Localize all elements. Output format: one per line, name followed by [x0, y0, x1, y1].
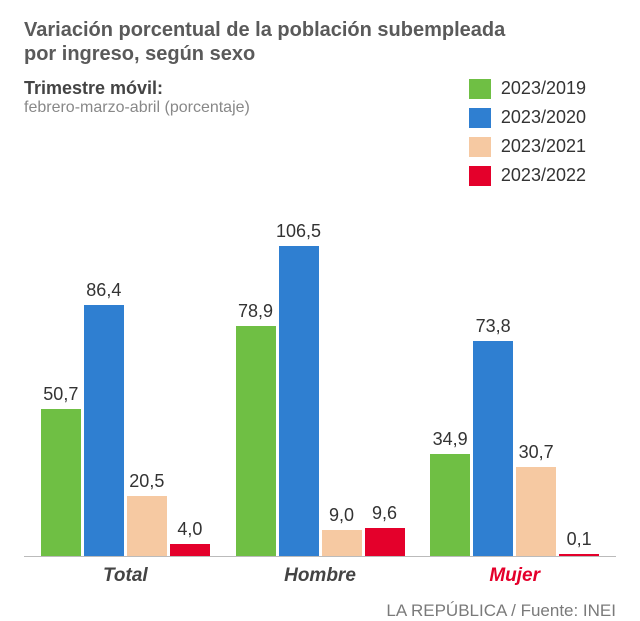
- chart-area: 50,7 86,4 20,5 4,0 78,9 106,5 9,0 9,6 34,9 73,8 30…: [24, 196, 616, 556]
- bar-group-hombre: 78,9 106,5 9,0 9,6: [223, 221, 418, 556]
- title-line-2: por ingreso, según sexo: [24, 43, 255, 65]
- bar-hombre-s1: 78,9: [236, 301, 276, 556]
- subtitle-block: Trimestre móvil: febrero-marzo-abril (po…: [24, 78, 250, 117]
- bar-total-s3: 20,5: [127, 471, 167, 556]
- legend-label-s4: 2023/2022: [501, 165, 586, 186]
- bar-mujer-s1: 34,9: [430, 429, 470, 556]
- subtitle-strong: Trimestre móvil:: [24, 78, 250, 99]
- bar-label: 20,5: [129, 471, 164, 492]
- bar-hombre-s3: 9,0: [322, 505, 362, 556]
- legend-label-s3: 2023/2021: [501, 136, 586, 157]
- bar-rect: [430, 454, 470, 556]
- bar-label: 9,6: [372, 503, 397, 524]
- bar-rect: [84, 305, 124, 556]
- subtitle-and-legend-row: Trimestre móvil: febrero-marzo-abril (po…: [24, 78, 616, 186]
- title-line-1: Variación porcentual de la población sub…: [24, 19, 505, 41]
- bar-label: 30,7: [519, 442, 554, 463]
- legend-swatch-s2: [469, 108, 491, 128]
- bar-group-total: 50,7 86,4 20,5 4,0: [28, 280, 223, 556]
- bar-label: 34,9: [433, 429, 468, 450]
- bar-group-mujer: 34,9 73,8 30,7 0,1: [417, 316, 612, 556]
- bar-mujer-s4: 0,1: [559, 529, 599, 556]
- bar-label: 4,0: [177, 519, 202, 540]
- legend: 2023/2019 2023/2020 2023/2021 2023/2022: [469, 78, 586, 186]
- bar-label: 0,1: [567, 529, 592, 550]
- bar-rect: [41, 409, 81, 556]
- bar-rect: [559, 554, 599, 556]
- bar-rect: [236, 326, 276, 556]
- bar-label: 73,8: [476, 316, 511, 337]
- bar-label: 9,0: [329, 505, 354, 526]
- bar-label: 78,9: [238, 301, 273, 322]
- legend-label-s2: 2023/2020: [501, 107, 586, 128]
- category-axis: TotalHombreMujer: [24, 557, 616, 587]
- bar-hombre-s4: 9,6: [365, 503, 405, 556]
- bar-hombre-s2: 106,5: [279, 221, 319, 556]
- bar-rect: [127, 496, 167, 556]
- bar-rect: [170, 544, 210, 556]
- bar-rect: [279, 246, 319, 556]
- bar-total-s4: 4,0: [170, 519, 210, 556]
- category-label-hombre: Hombre: [223, 565, 418, 587]
- legend-label-s1: 2023/2019: [501, 78, 586, 99]
- bar-total-s2: 86,4: [84, 280, 124, 556]
- legend-swatch-s4: [469, 166, 491, 186]
- bar-mujer-s2: 73,8: [473, 316, 513, 556]
- bar-label: 50,7: [43, 384, 78, 405]
- source-text: LA REPÚBLICA / Fuente: INEI: [24, 601, 616, 621]
- subtitle-light: febrero-marzo-abril (porcentaje): [24, 99, 250, 117]
- bar-rect: [322, 530, 362, 556]
- bar-rect: [516, 467, 556, 556]
- bar-mujer-s3: 30,7: [516, 442, 556, 556]
- bar-rect: [365, 528, 405, 556]
- chart-title: Variación porcentual de la población sub…: [24, 18, 616, 66]
- legend-swatch-s1: [469, 79, 491, 99]
- legend-swatch-s3: [469, 137, 491, 157]
- bar-label: 86,4: [86, 280, 121, 301]
- bar-rect: [473, 341, 513, 556]
- bar-label: 106,5: [276, 221, 321, 242]
- category-label-total: Total: [28, 565, 223, 587]
- category-label-mujer: Mujer: [417, 565, 612, 587]
- bar-total-s1: 50,7: [41, 384, 81, 556]
